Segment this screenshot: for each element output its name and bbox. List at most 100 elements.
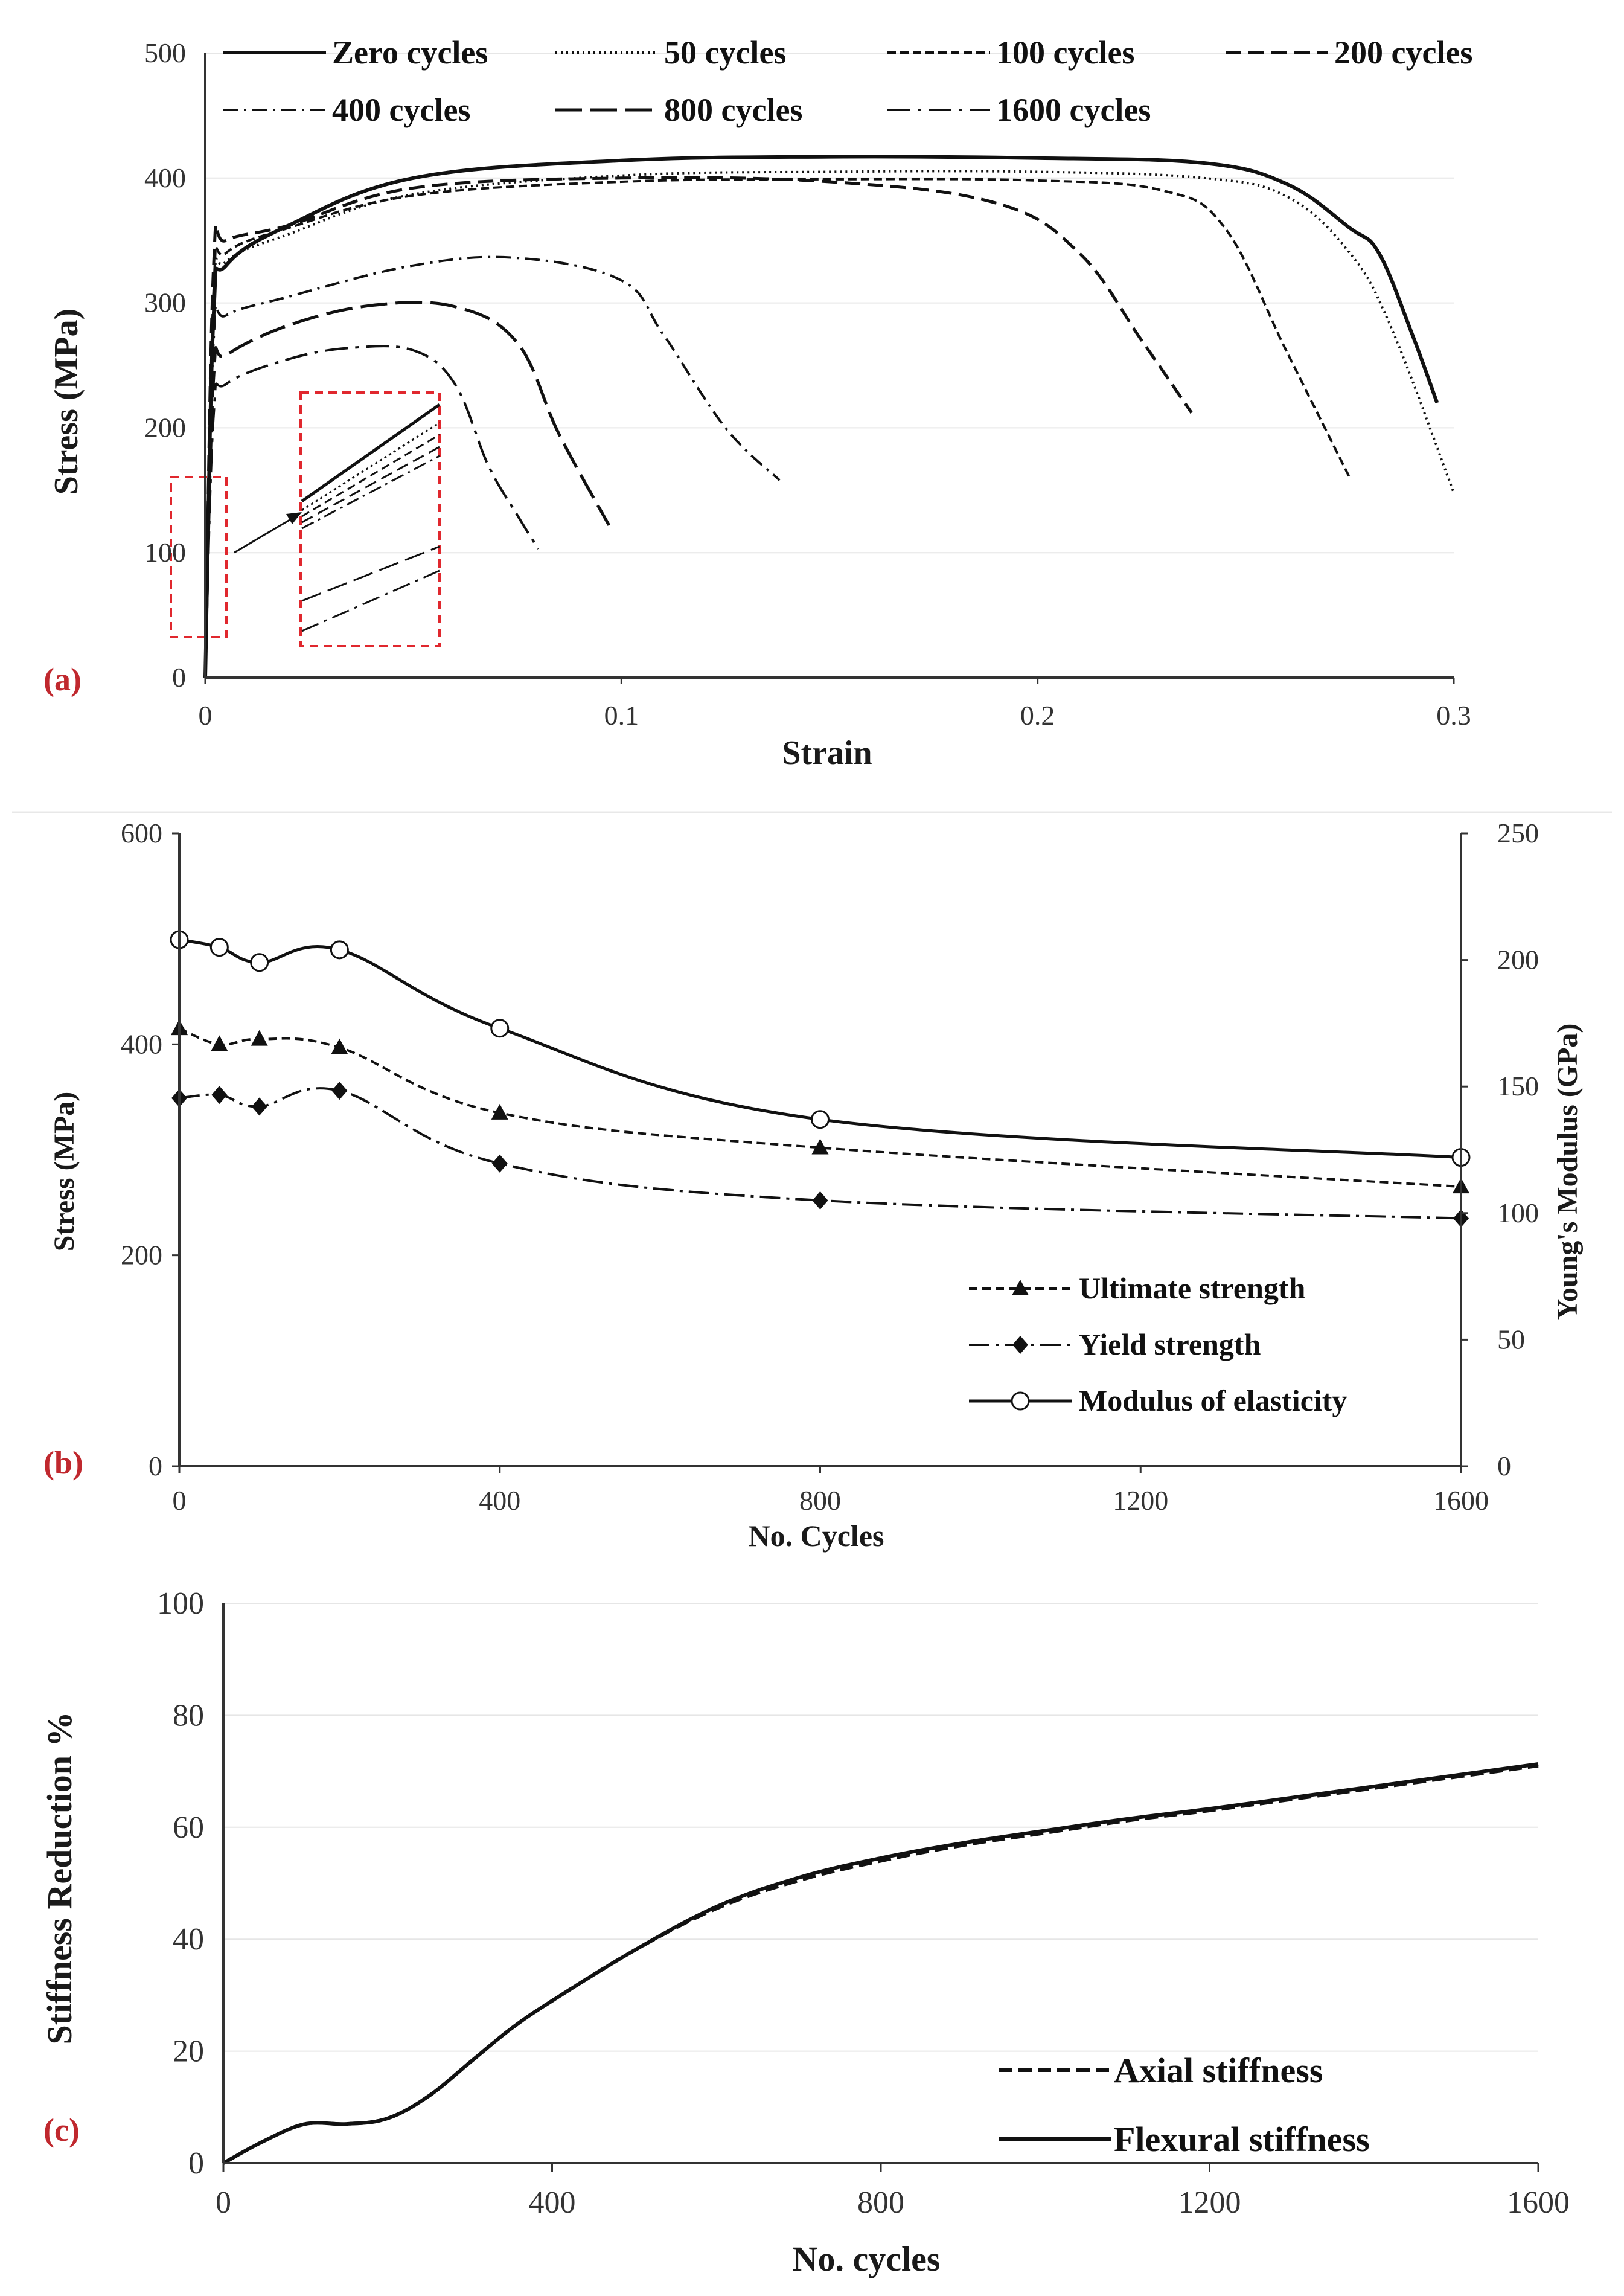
series-line-zero-cycles [203,155,1439,678]
panel-a-y-tick: 300 [144,287,186,318]
panel-c-x-tick: 1200 [1178,2185,1241,2220]
panel-c-y-tick: 20 [173,2035,204,2069]
data-point-modulus-of-elasticity [330,940,349,960]
panel-c-tag: (c) [43,2112,80,2148]
panel-b-y-tick: 200 [121,1240,162,1271]
legend-label-50-cycles: 50 cycles [664,34,786,71]
data-point-yield-strength [251,1097,267,1116]
panel-a-y-tick: 0 [172,662,186,693]
legend-label-zero-cycles: Zero cycles [332,34,488,71]
inset-arrow-head [286,512,302,524]
panel-a-x-tick: 0.3 [1436,700,1471,731]
panel-b: 0 200 400 600 0 50 100 150 200 250 0 400 800 1200 1600… [43,818,1584,1553]
panel-b-x-tick: 0 [173,1485,187,1516]
panel-a-x-tick: 0 [199,700,213,731]
series-line-1600-cycles [204,345,540,678]
panel-b-y2-tick: 200 [1497,944,1539,975]
legend-label-800-cycles: 800 cycles [664,92,802,128]
inset-zoom-line-400 [301,455,440,530]
panel-c-x-tick: 0 [216,2185,231,2220]
panel-a-zoom-inset [170,391,441,647]
panel-b-y-tick: 600 [121,818,162,848]
panel-b-y2-label: Young's Modulus (GPa) [1552,1024,1584,1320]
panel-b-x-tick: 800 [799,1485,841,1516]
data-point-yield-strength [812,1191,828,1210]
panel-a-y-tick: 400 [144,162,186,193]
legend-label-modulus-of-elasticity: Modulus of elasticity [1079,1384,1347,1417]
panel-a: 0 100 200 300 400 500 0 0.1 0.2 0.3 Zero cycles 50… [43,34,1472,772]
panel-c-x-tick: 800 [857,2185,904,2220]
panel-b-y2-tick: 50 [1497,1324,1525,1355]
legend-marker-modulus-of-elasticity [1011,1391,1030,1411]
legend-label-100-cycles: 100 cycles [996,34,1134,71]
series-line-50-cycles [204,170,1455,678]
panel-c-y-tick: 0 [188,2146,204,2181]
panel-b-y2-tick: 250 [1497,818,1539,848]
inset-zoom-line-zero [301,403,441,503]
data-point-ultimate-strength [811,1138,829,1155]
panel-c-y-tick: 40 [173,1922,204,1957]
panel-c-y-tick: 80 [173,1698,204,1733]
data-point-yield-strength [491,1154,508,1173]
panel-a-y-tick: 100 [144,537,186,568]
panel-a-x-tick: 0.2 [1020,700,1055,731]
panel-a-legend: Zero cycles 50 cycles 100 cycles 200 cycles… [223,34,1472,128]
series-line-flexural-stiffness [222,1762,1539,2165]
panel-b-x-tick: 1200 [1113,1485,1168,1516]
inset-zoom-line-100 [301,434,440,518]
legend-label-axial-stiffness: Axial stiffness [1114,2051,1323,2090]
series-line-yield-strength [179,1087,1462,1220]
panel-c-y-tick: 100 [157,1586,204,1621]
legend-label-yield-strength: Yield strength [1079,1327,1261,1361]
data-point-ultimate-strength [491,1103,508,1120]
panel-c-grid [223,1603,1538,2052]
series-line-800-cycles [203,300,610,678]
panel-b-y-tick: 0 [149,1451,162,1481]
panel-a-tag: (a) [43,661,82,697]
inset-zoom-line-800 [301,545,440,602]
panel-c-x-tick: 400 [529,2185,576,2220]
legend-label-400-cycles: 400 cycles [332,92,470,128]
data-point-modulus-of-elasticity [490,1019,510,1038]
inset-zoom-line-1600 [301,569,440,632]
inset-zoom-line-200 [301,446,440,524]
series-line-ultimate-strength [179,1027,1462,1188]
panel-a-x-tick: 0.1 [604,700,639,731]
panel-b-y-tick: 400 [121,1028,162,1059]
panel-b-legend: Ultimate strength Yield strength Modulus o… [969,1271,1347,1417]
series-line-100-cycles [204,178,1351,678]
panel-a-grid [205,53,1454,554]
panel-a-lines [203,155,1455,678]
series-line-400-cycles [204,255,781,678]
panel-b-x-label: No. Cycles [749,1519,884,1553]
panel-a-x-label: Strain [782,734,872,772]
panel-c-axes: 0 20 40 60 80 100 0 400 800 1200 1600 [157,1586,1570,2220]
legend-label-ultimate-strength: Ultimate strength [1079,1271,1306,1305]
data-point-ultimate-strength [331,1038,348,1054]
data-point-modulus-of-elasticity [250,953,269,972]
panel-b-tag: (b) [43,1445,83,1481]
panel-c: 0 20 40 60 80 100 0 400 800 1200 1600 Axial stiffn… [40,1586,1570,2278]
panel-a-y-label: Stress (MPa) [48,309,85,495]
legend-label-200-cycles: 200 cycles [1334,34,1472,71]
panel-a-y-tick: 200 [144,412,186,443]
data-point-ultimate-strength [251,1030,268,1046]
panel-b-y2-tick: 150 [1497,1071,1539,1102]
inset-large-box [299,391,441,647]
inset-arrow [234,513,299,554]
data-point-modulus-of-elasticity [811,1110,830,1129]
panel-c-y-tick: 60 [173,1810,204,1845]
panel-c-lines [222,1762,1539,2165]
panel-b-axes: 0 200 400 600 0 50 100 150 200 250 0 400 800 1200 1600 [121,818,1539,1516]
panel-a-axes: 0 100 200 300 400 500 0 0.1 0.2 0.3 [144,37,1471,731]
panel-a-y-tick: 500 [144,37,186,68]
series-line-200-cycles [203,176,1193,678]
panel-b-y2-tick: 100 [1497,1198,1539,1228]
inset-small-box [170,476,228,638]
legend-label-1600-cycles: 1600 cycles [996,92,1151,128]
data-point-yield-strength [331,1082,348,1100]
panel-b-x-tick: 1600 [1433,1485,1489,1516]
legend-marker-ultimate-strength [1012,1280,1029,1295]
data-point-modulus-of-elasticity [209,938,229,957]
